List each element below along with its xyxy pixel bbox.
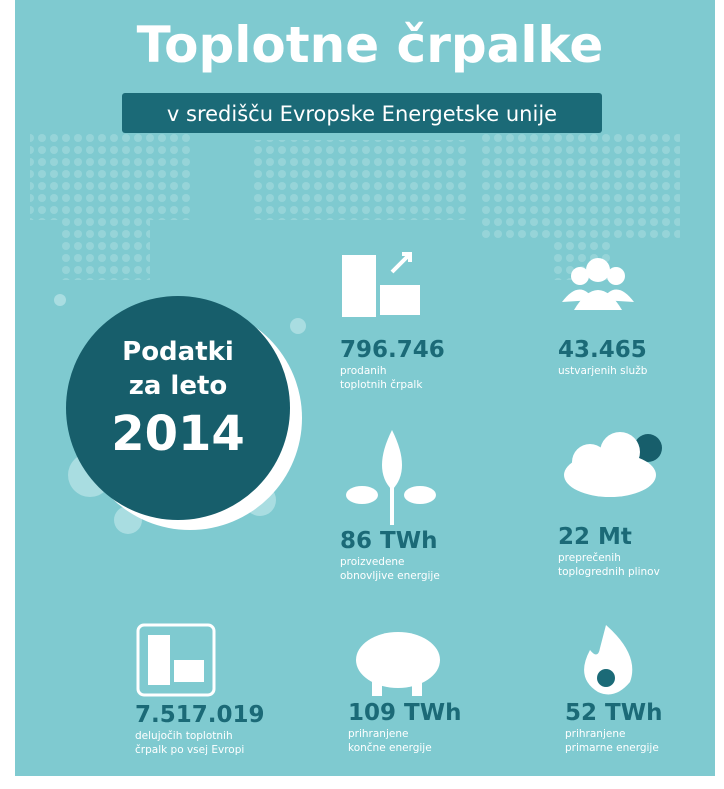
stat-description: prodanih — [340, 365, 387, 377]
dot-map — [30, 130, 680, 280]
subtitle: v središču Evropske Energetske unije — [167, 102, 557, 126]
stat-value: 52 TWh — [565, 700, 662, 726]
stat-description: prihranjene — [348, 728, 408, 740]
icon-piggy — [356, 632, 440, 696]
title: Toplotne črpalke — [137, 16, 604, 74]
stat-description: primarne energije — [565, 742, 659, 754]
stat-description: preprečenih — [558, 552, 621, 564]
stat-description: proizvedene — [340, 556, 405, 568]
badge — [66, 296, 290, 520]
stat-value: 22 Mt — [558, 524, 632, 550]
stat-description: obnovljive energije — [340, 570, 440, 582]
icon-people — [562, 258, 634, 310]
icon-leaf — [346, 430, 436, 525]
stat-description: črpalk po vsej Evropi — [135, 744, 244, 756]
badge-line: za leto — [129, 371, 228, 401]
stat-value: 43.465 — [558, 337, 647, 363]
icon-cloud — [564, 432, 662, 497]
icon-cycle — [136, 623, 216, 697]
stat-description: ustvarjenih služb — [558, 365, 648, 377]
stat-value: 109 TWh — [348, 700, 461, 726]
subtitle-banner — [122, 93, 602, 133]
stat-value: 86 TWh — [340, 528, 437, 554]
icon-flame — [584, 625, 633, 695]
badge-year: 2014 — [111, 406, 245, 462]
stat-value: 7.517.019 — [135, 702, 265, 728]
stat-description: toplogrednih plinov — [558, 566, 660, 578]
icon-heatpump — [342, 252, 420, 317]
stat-description: delujočih toplotnih — [135, 730, 233, 742]
stat-description: končne energije — [348, 742, 432, 754]
badge-line: Podatki — [122, 337, 234, 367]
stat-description: prihranjene — [565, 728, 625, 740]
stat-value: 796.746 — [340, 337, 445, 363]
stat-description: toplotnih črpalk — [340, 379, 423, 391]
